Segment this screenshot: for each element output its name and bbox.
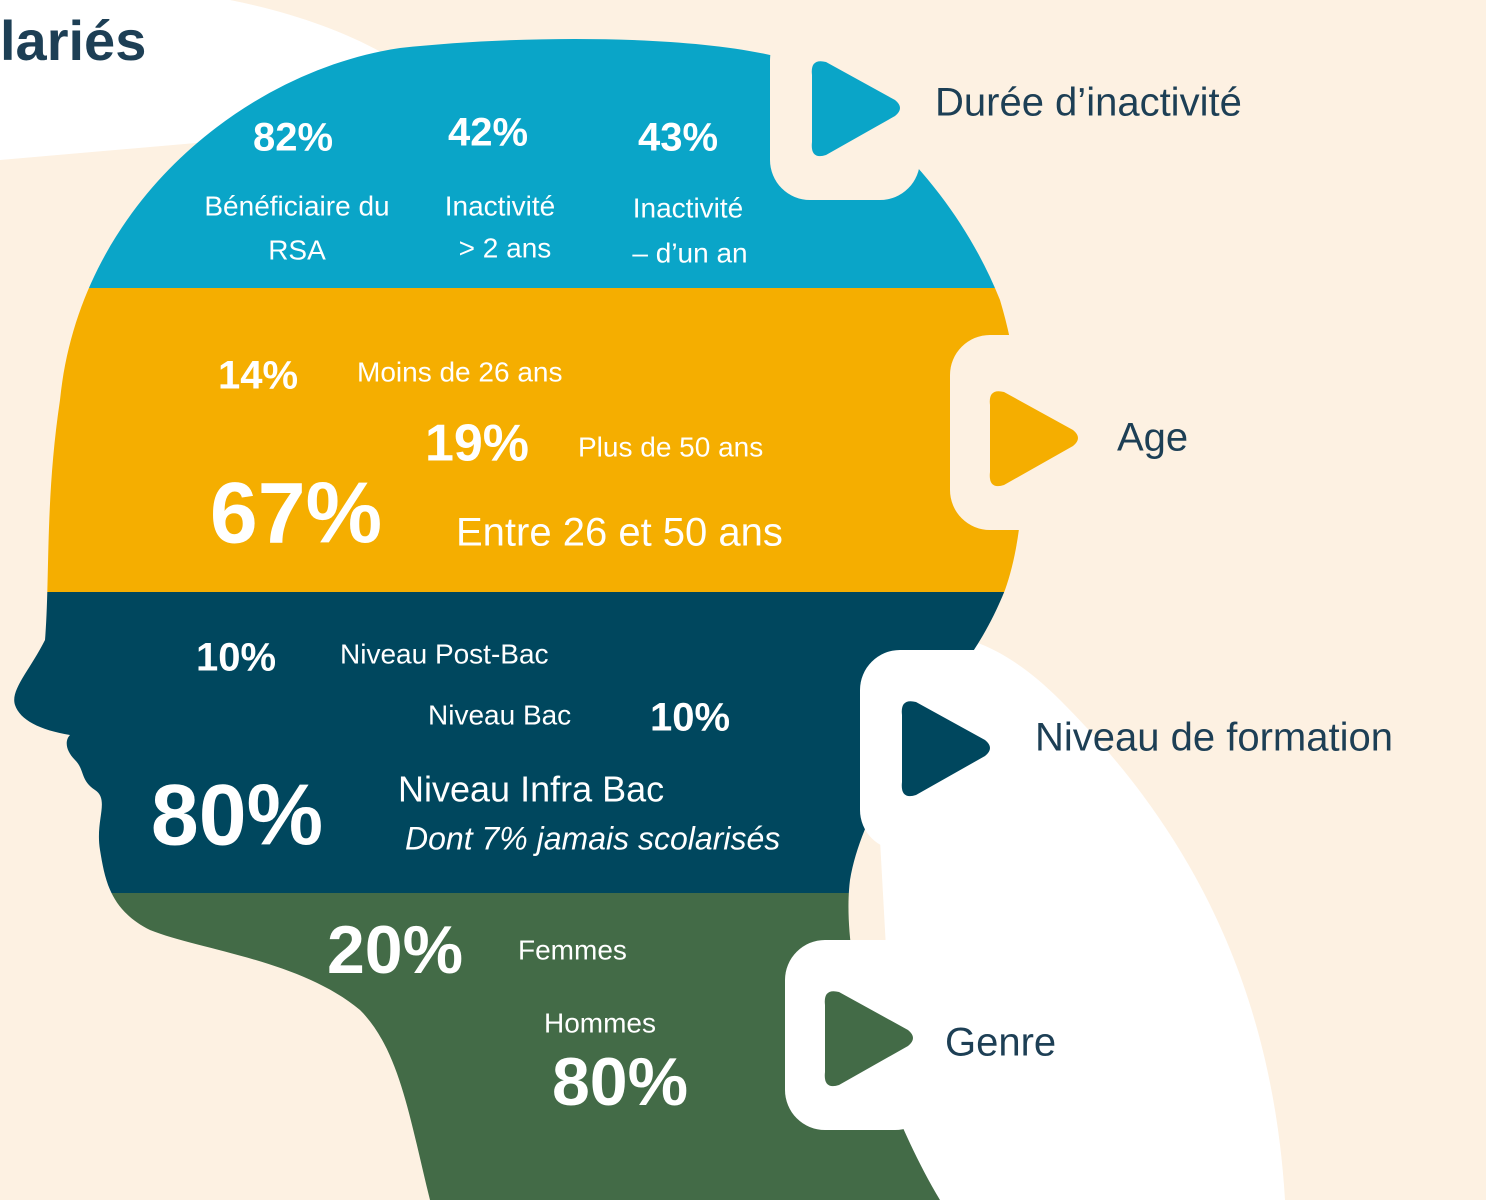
- stat-value: 67%: [210, 466, 382, 562]
- stat-text: Hommes: [544, 1007, 656, 1038]
- stat-text: Inactivité: [633, 192, 744, 223]
- stat-value: 80%: [552, 1044, 688, 1120]
- title: lariés: [0, 9, 146, 72]
- stat-value: 82%: [253, 116, 333, 160]
- stat-text: Femmes: [518, 934, 627, 965]
- stat-value: 42%: [448, 111, 528, 155]
- stat-value: 14%: [218, 354, 298, 398]
- stat-text: Bénéficiaire du: [204, 190, 389, 221]
- section-label: Genre: [945, 1021, 1056, 1065]
- stat-value: 20%: [327, 912, 463, 988]
- infographic: lariés Durée d’inactivité Age Niveau de for…: [0, 0, 1486, 1200]
- stat-text: > 2 ans: [459, 232, 552, 263]
- stat-value: 10%: [196, 636, 276, 680]
- section-label: Niveau de formation: [1035, 716, 1393, 760]
- stat-value: 10%: [650, 696, 730, 740]
- stat-text: Niveau Infra Bac: [398, 769, 664, 810]
- stat-text: Niveau Post-Bac: [340, 638, 549, 669]
- stat-text: – d’un an: [632, 237, 747, 268]
- stat-value: 43%: [638, 116, 718, 160]
- stat-text: Niveau Bac: [428, 699, 571, 730]
- stat-value: 80%: [151, 768, 323, 864]
- stat-note: Dont 7% jamais scolarisés: [405, 820, 780, 856]
- stat-text: Moins de 26 ans: [357, 356, 562, 387]
- stat-text: Inactivité: [445, 190, 556, 221]
- stat-value: 19%: [425, 415, 529, 473]
- stat-text: RSA: [268, 234, 326, 265]
- stat-text: Entre 26 et 50 ans: [456, 511, 783, 555]
- stat-text: Plus de 50 ans: [578, 431, 763, 462]
- section-label: Durée d’inactivité: [935, 81, 1242, 125]
- section-label: Age: [1117, 416, 1188, 460]
